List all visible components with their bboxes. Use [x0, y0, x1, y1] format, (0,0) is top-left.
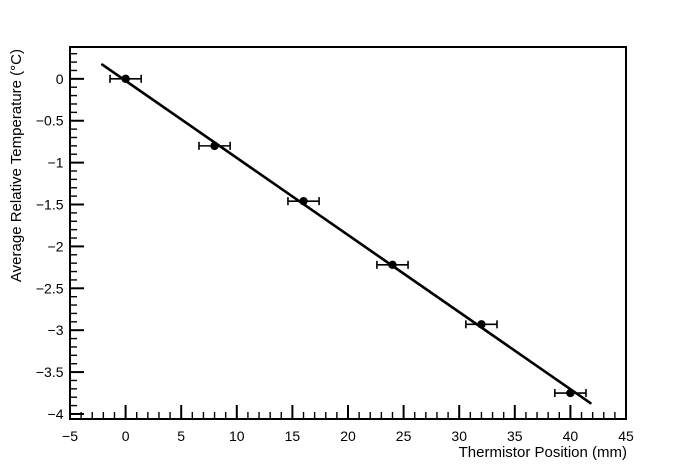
- axis-ticks: [69, 53, 627, 419]
- x-axis-title: Thermistor Position (mm): [459, 444, 627, 461]
- y-tick-label: −4: [48, 406, 64, 422]
- x-tick-label: 30: [451, 428, 467, 444]
- fit-line: [100, 63, 592, 405]
- x-tick-label: 0: [122, 428, 130, 444]
- y-tick-label: −1: [48, 155, 64, 171]
- x-tick-label: 25: [396, 428, 412, 444]
- x-tick-label: 20: [340, 428, 356, 444]
- x-tick-label: 10: [229, 428, 245, 444]
- y-axis-title: Average Relative Temperature (°C): [8, 49, 25, 282]
- y-tick-label: −2.5: [36, 280, 64, 296]
- x-tick-label: −5: [62, 428, 78, 444]
- plot-frame: [69, 46, 627, 420]
- y-tick-label: −1.5: [36, 197, 64, 213]
- x-tick-label: 40: [563, 428, 579, 444]
- x-tick-label: 45: [618, 428, 634, 444]
- x-tick-label: 5: [177, 428, 185, 444]
- x-tick-label: 35: [507, 428, 523, 444]
- y-tick-label: −2: [48, 238, 64, 254]
- x-tick-label: 15: [285, 428, 301, 444]
- y-tick-label: 0: [56, 71, 64, 87]
- data-series: [100, 63, 592, 405]
- axis-tick-labels: −5 0 5 10 15 20 25 30 35 40 45 0 −0.5 −1 −1.5 −2 −2.5 −3 −…: [36, 71, 634, 444]
- y-tick-label: −3: [48, 322, 64, 338]
- y-tick-label: −0.5: [36, 113, 64, 129]
- y-tick-label: −3.5: [36, 364, 64, 380]
